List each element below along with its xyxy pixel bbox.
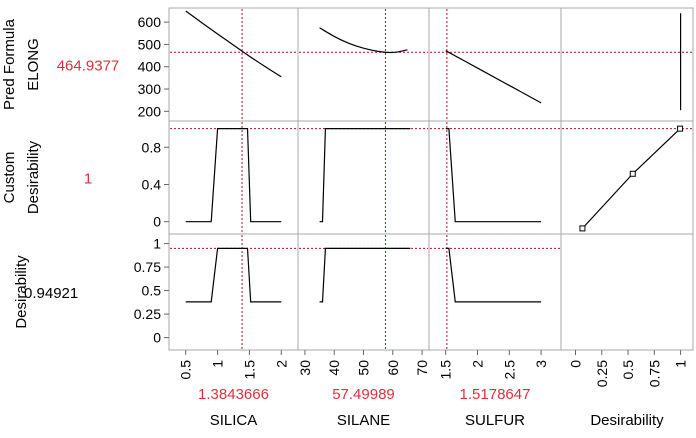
cell-frame-r2-c3 — [560, 233, 694, 351]
y-tick-label-1-2: 0.8 — [142, 139, 162, 155]
x-tick-label-0-1: 1 — [210, 360, 226, 368]
profile-trace-r0-c2 — [445, 50, 542, 104]
x-tick-label-3-1: 0.25 — [594, 360, 610, 387]
cell-frame-r0-c3 — [560, 7, 694, 122]
profile-trace-r2-c1 — [319, 247, 411, 303]
x-tick-label-1-0: 30 — [297, 360, 313, 376]
cell-frame-r2-c1 — [297, 233, 430, 351]
x-tick-label-3-0: 0 — [568, 360, 584, 368]
profile-trace-r2-c0 — [185, 247, 282, 303]
y-tick-label-1-0: 0 — [153, 214, 161, 230]
y-tick-label-0-3: 500 — [138, 36, 162, 52]
row-label-0-line-1: ELONG — [25, 38, 42, 91]
x-tick-label-2-1: 2 — [470, 360, 486, 368]
desirability-handle-0 — [579, 225, 586, 232]
y-tick-label-0-1: 300 — [138, 81, 162, 97]
x-tick-label-0-2: 1.5 — [241, 360, 257, 380]
profile-trace-r0-c0 — [185, 10, 282, 78]
column-label-2: SULFUR — [465, 412, 525, 429]
profile-trace-r1-c2 — [445, 128, 542, 223]
y-tick-label-2-1: 0.25 — [134, 306, 161, 322]
profile-trace-r0-c1 — [319, 27, 408, 54]
y-tick-label-0-4: 600 — [138, 14, 162, 30]
y-tick-label-0-2: 400 — [138, 59, 162, 75]
y-tick-label-2-3: 0.75 — [134, 259, 161, 275]
column-value-2: 1.5178647 — [460, 386, 531, 403]
row-value-2: 0.94921 — [24, 285, 78, 302]
column-value-1: 57.49989 — [332, 386, 395, 403]
x-tick-label-0-0: 0.5 — [178, 360, 194, 380]
x-tick-label-3-2: 0.5 — [620, 360, 636, 380]
row-value-0: 464.9377 — [57, 58, 120, 75]
x-tick-label-3-3: 0.75 — [646, 360, 662, 387]
column-label-0: SILICA — [210, 412, 258, 429]
y-tick-label-2-2: 0.5 — [142, 283, 162, 299]
desirability-handle-2 — [677, 125, 684, 132]
column-value-0: 1.3843666 — [198, 386, 269, 403]
column-label-3: Desirability — [590, 412, 664, 429]
cell-frame-r0-c0 — [168, 7, 299, 122]
cell-frame-r1-c1 — [297, 120, 430, 235]
x-tick-label-2-3: 3 — [533, 360, 549, 368]
x-tick-label-1-2: 50 — [356, 360, 372, 376]
row-label-1-line-1: Desirability — [25, 140, 42, 214]
cell-frame-r0-c2 — [428, 7, 562, 122]
column-label-1: SILANE — [337, 412, 390, 429]
profile-trace-r1-c0 — [185, 128, 282, 223]
y-tick-label-2-4: 1 — [153, 236, 161, 252]
profile-trace-r2-c2 — [445, 247, 542, 303]
cell-frame-r1-c3 — [560, 120, 694, 235]
x-tick-label-1-3: 60 — [385, 360, 401, 376]
row-value-1: 1 — [84, 171, 92, 188]
cell-frame-r0-c1 — [297, 7, 430, 122]
desirability-function-line — [582, 128, 681, 229]
cell-frame-r1-c0 — [168, 120, 299, 235]
profile-trace-r1-c1 — [319, 128, 411, 223]
x-tick-label-0-3: 2 — [273, 360, 289, 368]
cell-frame-r2-c0 — [168, 233, 299, 351]
y-tick-label-0-0: 200 — [138, 103, 162, 119]
x-tick-label-2-0: 1.5 — [438, 360, 454, 380]
x-tick-label-1-1: 40 — [326, 360, 342, 376]
cell-frame-r1-c2 — [428, 120, 562, 235]
x-tick-label-1-4: 70 — [414, 360, 430, 376]
x-tick-label-3-4: 1 — [673, 360, 689, 368]
row-label-2-line-0: Desirability — [13, 255, 30, 329]
y-tick-label-1-1: 0.4 — [142, 176, 162, 192]
y-tick-label-2-0: 0 — [153, 330, 161, 346]
row-label-0-line-0: Pred Formula — [1, 18, 18, 110]
desirability-handle-1 — [629, 170, 636, 177]
row-label-1-line-0: Custom — [1, 152, 18, 204]
x-tick-label-2-2: 2.5 — [501, 360, 517, 380]
